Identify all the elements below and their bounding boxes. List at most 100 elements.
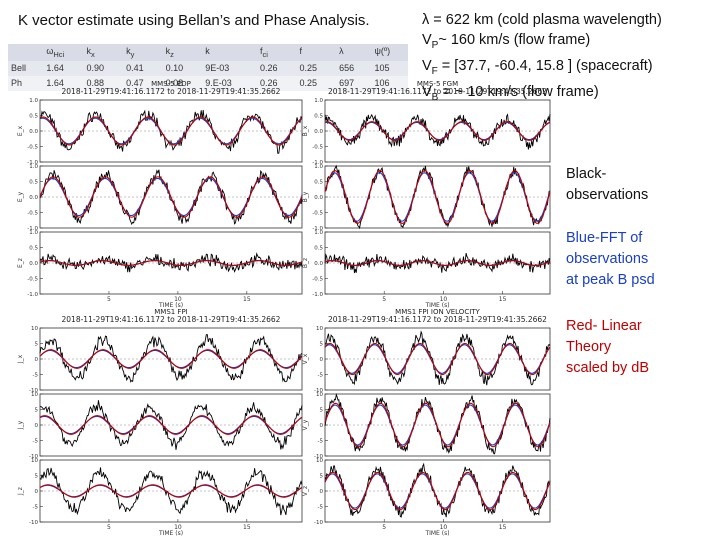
series-theory	[324, 342, 551, 376]
y-tick-label: 5	[320, 342, 324, 348]
col-header: λ	[336, 44, 372, 61]
panel-b_y: 1.0 0.5 0.0 -0.5 -1.0 B_y	[302, 164, 551, 232]
table-cell: 0.90	[83, 60, 124, 76]
series-theory	[324, 259, 551, 267]
x-tick-label: 15	[243, 296, 251, 303]
series-observations	[39, 109, 303, 154]
y-axis-label: J_y	[17, 420, 24, 430]
y-tick-label: 1.0	[29, 164, 38, 170]
series-observations	[39, 334, 303, 383]
y-tick-label: -0.5	[27, 211, 38, 217]
table-cell: 0.10	[162, 60, 203, 76]
x-tick-label: 15	[243, 524, 251, 531]
series-theory	[39, 415, 303, 435]
y-tick-label: 0.5	[29, 180, 38, 186]
series-observations	[39, 252, 303, 273]
y-tick-label: 10	[316, 458, 323, 464]
y-tick-label: 0.5	[314, 180, 323, 186]
y-tick-label: -1.0	[27, 226, 38, 232]
chart-header: MMS-5 EDP	[151, 80, 191, 88]
y-tick-label: 0.5	[29, 246, 38, 252]
y-tick-label: -1.0	[312, 292, 323, 298]
x-axis-label: TIME (s)	[424, 530, 449, 537]
y-tick-label: 0.5	[314, 114, 323, 120]
series-observations	[324, 330, 551, 386]
panel-b_z: 1.0 0.5 0.0 -0.5 -1.0 B_z 5 10 15 TIME (s)	[302, 230, 551, 309]
panel-v_x: 10 5 0 -5 -10 V_x	[302, 326, 551, 394]
panel-frame	[39, 459, 303, 523]
chart-header: MMS1 FPI ION VELOCITY	[395, 308, 480, 316]
table-row: Ph 1.64 0.88 0.47 0.08 9.E-03 0.26 0.25 …	[8, 75, 408, 91]
table-cell: 0.26	[256, 60, 297, 76]
table-corner	[8, 44, 44, 61]
y-tick-label: -5	[33, 373, 39, 379]
y-tick-label: 0.0	[314, 195, 323, 201]
table-cell: 697	[336, 75, 372, 91]
y-tick-label: -5	[33, 505, 39, 511]
series-observations	[39, 467, 303, 516]
y-tick-label: -5	[318, 439, 324, 445]
x-tick-label: 5	[382, 524, 386, 531]
y-tick-label: -10	[314, 454, 323, 460]
y-tick-label: 0.0	[29, 129, 38, 135]
x-tick-label: 10	[174, 524, 182, 531]
col-header: k	[202, 44, 257, 61]
y-tick-label: -1.0	[27, 292, 38, 298]
series-theory	[39, 259, 303, 267]
wave-parameters: λ = 622 km (cold plasma wavelength) VP~ …	[422, 10, 662, 108]
y-tick-label: 10	[316, 392, 323, 398]
y-tick-label: 5	[320, 474, 324, 480]
y-tick-label: 0	[320, 423, 324, 429]
y-tick-label: -10	[29, 520, 38, 526]
y-tick-label: -0.5	[312, 145, 323, 151]
y-tick-label: 1.0	[314, 164, 323, 170]
table-cell: 106	[371, 75, 408, 91]
table-cell: 105	[371, 60, 408, 76]
panel-frame	[39, 393, 303, 457]
row-label: Bell	[8, 60, 44, 76]
x-axis-label: TIME (s)	[158, 530, 183, 537]
col-header: ψ(º)	[371, 44, 408, 61]
col-header: f	[296, 44, 337, 61]
slide-title: K vector estimate using Bellan’s and Pha…	[18, 12, 370, 29]
col-header: ωHci	[43, 44, 84, 61]
y-tick-label: -10	[29, 388, 38, 394]
y-tick-label: 0.0	[314, 261, 323, 267]
x-tick-label: 10	[174, 296, 182, 303]
series-observations	[39, 400, 303, 450]
y-tick-label: -5	[33, 439, 39, 445]
y-tick-label: -0.5	[27, 145, 38, 151]
y-tick-label: 0.5	[314, 246, 323, 252]
panel-e_x: 1.0 0.5 0.0 -0.5 -1.0 E_x	[17, 98, 303, 166]
legend-blue-note: Blue-FFT of observations at peak B psd	[566, 230, 655, 288]
y-tick-label: 5	[35, 342, 39, 348]
table-cell: 9.E-03	[202, 75, 257, 91]
y-tick-label: 0	[320, 357, 324, 363]
table-cell: 9E-03	[202, 60, 257, 76]
y-tick-label: -0.5	[312, 211, 323, 217]
y-tick-label: 0	[35, 489, 39, 495]
chart-header: 2018-11-29T19:41:16.1172 to 2018-11-29T1…	[62, 87, 281, 96]
y-tick-label: -10	[314, 520, 323, 526]
y-tick-label: 5	[35, 408, 39, 414]
wavelength-line: λ = 622 km (cold plasma wavelength)	[422, 12, 662, 28]
y-tick-label: 1.0	[314, 98, 323, 104]
legend-black-note: Black-observations	[566, 166, 649, 203]
series-theory	[324, 121, 551, 141]
y-tick-label: 0.5	[29, 114, 38, 120]
y-tick-label: -5	[318, 373, 324, 379]
y-tick-label: 0	[35, 423, 39, 429]
panel-j_y: 10 5 0 -5 -10 J_y	[17, 392, 303, 460]
y-tick-label: 10	[316, 326, 323, 332]
table-cell: 0.88	[83, 75, 124, 91]
y-axis-label: E_z	[17, 258, 24, 268]
chart-4: MMS1 FPI ION VELOCITY2018-11-29T19:41:16…	[302, 308, 551, 537]
chart-header: 2018-11-29T19:41:16.1172 to 2018-11-29T1…	[328, 87, 547, 96]
y-axis-label: V_x	[302, 353, 309, 364]
y-axis-label: B_x	[302, 125, 309, 136]
y-tick-label: 0.0	[29, 195, 38, 201]
y-axis-label: J_x	[17, 354, 24, 364]
y-tick-label: 0	[35, 357, 39, 363]
